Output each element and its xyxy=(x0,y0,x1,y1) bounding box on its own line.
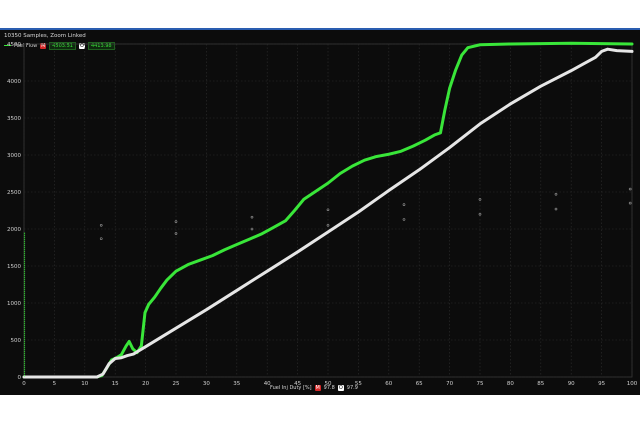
marker-m-value: 4503.51 xyxy=(49,41,76,50)
x-tick-label: 95 xyxy=(598,381,605,387)
x-axis-label: Fuel Inj Duty [%] xyxy=(270,385,312,391)
y-tick-label: 4500 xyxy=(7,42,21,48)
x-tick-label: 65 xyxy=(416,381,423,387)
stray-data-point xyxy=(99,224,103,227)
x-tick-label: 75 xyxy=(477,381,484,387)
x-tick-label: 60 xyxy=(385,381,392,387)
stray-data-point xyxy=(628,201,632,205)
x-tick-label: 5 xyxy=(53,381,57,387)
stray-data-point xyxy=(554,192,558,196)
x-tick-label: 45 xyxy=(294,381,301,387)
x-tick-label: 15 xyxy=(112,381,119,387)
legend-swatch xyxy=(4,44,11,47)
y-tick-label: 0 xyxy=(18,375,22,381)
x-axis-footer: Fuel Inj Duty [%] M 97.8 O 97.9 xyxy=(270,385,358,391)
y-tick-label: 3500 xyxy=(7,116,21,122)
x-tick-label: 55 xyxy=(355,381,362,387)
stray-data-point xyxy=(99,237,103,240)
stray-data-point xyxy=(402,203,406,206)
stray-data-point xyxy=(628,187,632,191)
legend-series-name: Fuel Flow xyxy=(14,42,38,49)
x-tick-label: 35 xyxy=(233,381,240,387)
x-tick-label: 50 xyxy=(325,381,332,387)
x-tick-label: 80 xyxy=(507,381,514,387)
x-tick-label: 10 xyxy=(81,381,88,387)
marker-o-value: 4413.98 xyxy=(87,41,115,50)
y-tick-label: 4000 xyxy=(7,79,21,85)
x-tick-label: 25 xyxy=(173,381,180,387)
footer-marker-m-value: 97.8 xyxy=(323,385,335,391)
footer-marker-m-badge: M xyxy=(314,385,321,391)
y-tick-label: 2500 xyxy=(7,190,21,196)
secondary-line xyxy=(22,47,634,379)
samples-header: 10350 Samples, Zoom Linked xyxy=(4,33,86,39)
y-tick-label: 2000 xyxy=(7,227,21,233)
x-tick-label: 70 xyxy=(446,381,453,387)
stray-data-point xyxy=(326,224,330,227)
stray-data-point xyxy=(174,232,178,235)
stray-data-point xyxy=(478,198,482,201)
x-tick-label: 100 xyxy=(627,381,638,387)
stray-data-point xyxy=(554,207,558,211)
x-tick-label: 90 xyxy=(568,381,575,387)
stray-data-point xyxy=(326,208,330,212)
y-tick-label: 500 xyxy=(11,338,22,344)
stray-data-point xyxy=(402,218,406,221)
fuel-flow-line xyxy=(22,41,634,379)
marker-m-badge: M xyxy=(40,42,47,49)
y-tick-label: 3000 xyxy=(7,153,21,159)
x-tick-label: 30 xyxy=(203,381,210,387)
y-tick-label: 1500 xyxy=(7,264,21,270)
footer-marker-o-badge: O xyxy=(337,385,344,391)
x-tick-label: 20 xyxy=(142,381,149,387)
stray-data-point xyxy=(250,227,254,231)
legend: Fuel Flow M 4503.51 O 4413.98 xyxy=(4,41,115,50)
x-tick-label: 40 xyxy=(264,381,271,387)
x-tick-label: 0 xyxy=(22,381,26,387)
y-tick-label: 1000 xyxy=(7,301,21,307)
footer-marker-o-value: 97.9 xyxy=(346,385,358,391)
stray-data-point xyxy=(250,215,254,219)
stray-data-point xyxy=(174,220,178,223)
window-top-border xyxy=(0,28,640,30)
stray-data-point xyxy=(478,212,482,216)
x-tick-label: 85 xyxy=(537,381,544,387)
marker-o-badge: O xyxy=(78,42,85,49)
